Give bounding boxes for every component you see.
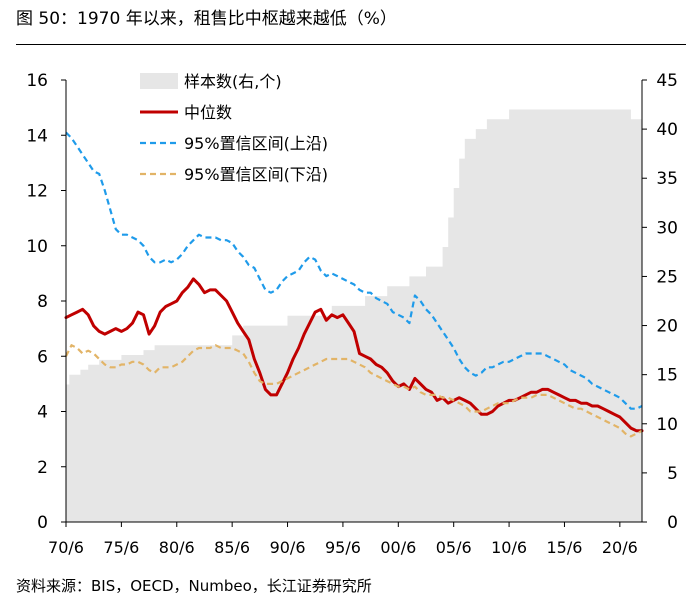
right-axis-tick-label: 20 — [656, 317, 678, 337]
left-axis-tick-label: 16 — [26, 71, 48, 91]
axes-layer: 0 2 4 6 8 10 12 14 16 0 5 10 15 20 25 30 35 40 45 70/6 75/6 8… — [26, 71, 678, 557]
legend: 样本数(右,个) 中位数 95%置信区间(上沿) 95%置信区间(下沿) — [140, 72, 328, 184]
series-lines-layer — [64, 131, 644, 438]
title-rule — [16, 44, 686, 45]
series-line-ci-lower — [65, 344, 643, 438]
right-axis-tick-label: 25 — [656, 267, 678, 287]
series-area-sample-count — [66, 109, 642, 522]
right-axis-tick-label: 30 — [656, 218, 678, 238]
right-axis-tick-label: 10 — [656, 415, 678, 435]
left-axis-tick-label: 12 — [26, 182, 48, 202]
right-axis-tick-label: 0 — [667, 513, 678, 533]
left-axis-tick-label: 2 — [37, 458, 48, 478]
series-line-ci-upper — [65, 131, 643, 410]
right-axis-tick-label: 5 — [667, 464, 678, 484]
legend-label: 中位数 — [184, 103, 232, 122]
right-axis-tick-label: 15 — [656, 366, 678, 386]
right-axis-tick-label: 35 — [656, 169, 678, 189]
x-axis-tick-label: 00/6 — [380, 538, 416, 557]
chart-canvas: 0 2 4 6 8 10 12 14 16 0 5 10 15 20 25 30 35 40 45 70/6 75/6 8… — [26, 71, 678, 557]
right-axis-tick-label: 40 — [656, 120, 678, 140]
legend-label: 95%置信区间(上沿) — [184, 134, 328, 153]
x-axis-tick-label: 70/6 — [48, 538, 84, 557]
legend-label: 95%置信区间(下沿) — [184, 165, 328, 184]
source-note: 资料来源：BIS，OECD，Numbeo，长江证券研究所 — [16, 577, 372, 595]
left-axis-tick-label: 4 — [37, 403, 48, 423]
left-axis-tick-label: 10 — [26, 237, 48, 257]
figure-title: 图 50：1970 年以来，租售比中枢越来越低（%） — [16, 9, 397, 29]
x-axis-tick-label: 90/6 — [270, 538, 306, 557]
x-axis-tick-label: 05/6 — [436, 538, 472, 557]
right-axis-tick-label: 45 — [656, 71, 678, 91]
left-axis-tick-label: 8 — [37, 292, 48, 312]
legend-label: 样本数(右,个) — [184, 72, 282, 91]
x-axis-tick-label: 15/6 — [546, 538, 582, 557]
x-axis-tick-label: 80/6 — [159, 538, 195, 557]
x-axis-tick-label: 95/6 — [325, 538, 361, 557]
series-line-median — [64, 277, 644, 433]
legend-swatch-sample-count — [140, 73, 178, 89]
left-axis-tick-label: 6 — [37, 347, 48, 367]
sample-count-area-layer — [66, 109, 642, 522]
x-axis-tick-label: 10/6 — [491, 538, 527, 557]
left-axis-tick-label: 0 — [37, 513, 48, 533]
x-axis-tick-label: 85/6 — [214, 538, 250, 557]
x-axis-tick-label: 20/6 — [602, 538, 638, 557]
left-axis-tick-label: 14 — [26, 126, 48, 146]
x-axis-tick-label: 75/6 — [103, 538, 139, 557]
